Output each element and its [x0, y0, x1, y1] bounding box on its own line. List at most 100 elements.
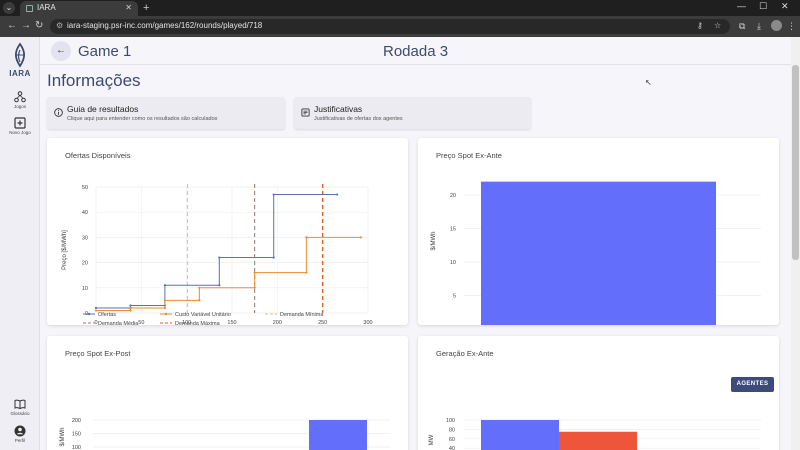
- sidebar-item-glossario[interactable]: Glossário: [0, 398, 40, 416]
- sidebar-item-label: Perfil: [14, 438, 26, 443]
- site-info-icon[interactable]: ⚙: [56, 21, 64, 30]
- bookmark-star-icon[interactable]: ☆: [714, 21, 722, 30]
- y-tick-label: 40: [82, 210, 88, 216]
- data-point: [94, 309, 98, 312]
- y-tick-label: 60: [449, 437, 455, 443]
- arrow-left-icon: ←: [56, 45, 66, 56]
- scrollbar-thumb[interactable]: [792, 65, 799, 260]
- sidebar: IARA Jogos Novo Jogo Glossário: [0, 37, 40, 450]
- data-point: [163, 284, 167, 287]
- bar: [481, 420, 559, 450]
- sidebar-item-jogos[interactable]: Jogos: [0, 91, 40, 109]
- sidebar-item-label: Glossário: [10, 411, 30, 416]
- y-axis-label: $/MWh: [60, 427, 66, 446]
- series-line: [96, 236, 361, 311]
- chart-title: Geração Ex-Ante: [436, 349, 494, 358]
- x-tick-label: 50: [138, 320, 144, 325]
- sidebar-item-perfil[interactable]: Perfil: [0, 425, 40, 443]
- chart-panel-generation-ex-ante: Geração Ex-Ante 40 60 80 100 MW: [418, 336, 779, 450]
- sidebar-item-label: Novo Jogo: [9, 130, 31, 135]
- x-tick-label: 150: [227, 320, 236, 325]
- forward-arrow-icon[interactable]: →: [21, 20, 31, 31]
- x-tick-label: 0: [94, 320, 97, 325]
- url-text: iara-staging.psr-inc.com/games/162/round…: [67, 21, 263, 30]
- x-tick-label: 250: [318, 320, 327, 325]
- extensions-icon[interactable]: ⧉: [739, 21, 746, 31]
- data-point: [336, 193, 339, 196]
- minimize-icon[interactable]: —: [737, 1, 746, 11]
- y-tick-label: 80: [449, 427, 455, 433]
- data-point: [359, 236, 362, 239]
- game-title: Game 1: [78, 43, 132, 60]
- back-button[interactable]: ←: [51, 41, 71, 61]
- y-axis-label: $/MWh: [431, 231, 437, 250]
- download-icon[interactable]: ⤓: [757, 21, 761, 31]
- logo-text: IARA: [9, 69, 31, 78]
- agents-button[interactable]: AGENTES: [731, 377, 774, 392]
- bar: [559, 431, 637, 450]
- generation-ex-ante-chart[interactable]: 40 60 80 100 MW: [418, 336, 779, 450]
- series-line: [96, 194, 338, 309]
- sidebar-item-label: Jogos: [13, 104, 26, 109]
- y-tick-label: 40: [449, 446, 455, 450]
- y-tick-label: 100: [72, 445, 81, 450]
- x-tick-label: 200: [273, 320, 282, 325]
- browser-tab[interactable]: IARA ✕: [20, 1, 138, 16]
- round-title: Rodada 3: [383, 43, 449, 60]
- offers-chart[interactable]: 01020304050050100150200250300Quantidade …: [47, 138, 408, 325]
- iara-logo[interactable]: IARA: [6, 41, 34, 81]
- app-page: IARA Jogos Novo Jogo Glossário: [0, 37, 791, 450]
- chart-title: Ofertas Disponíveis: [65, 151, 131, 160]
- y-tick-label: 20: [82, 261, 88, 267]
- spot-ex-ante-chart[interactable]: 05101520$/MWh: [418, 138, 779, 325]
- profile-avatar[interactable]: [771, 20, 782, 31]
- data-point: [272, 256, 275, 259]
- new-tab-icon[interactable]: +: [143, 2, 150, 14]
- data-point: [129, 304, 132, 307]
- tab-close-icon[interactable]: ✕: [125, 3, 132, 12]
- data-point: [305, 271, 308, 274]
- y-tick-label: 10: [450, 260, 456, 266]
- back-arrow-icon[interactable]: ←: [7, 20, 17, 31]
- maximize-icon[interactable]: ☐: [759, 1, 768, 11]
- y-tick-label: 5: [453, 294, 456, 300]
- x-tick-label: 100: [182, 320, 191, 325]
- add-box-icon: [14, 117, 26, 129]
- close-window-icon[interactable]: ✕: [781, 1, 789, 11]
- password-key-icon[interactable]: ⚷: [697, 21, 703, 30]
- card-subtitle: Clique aqui para entender como os result…: [67, 116, 218, 122]
- data-point: [163, 306, 167, 310]
- book-icon: [14, 399, 26, 410]
- tab-title: IARA: [37, 3, 56, 12]
- y-axis-label: MW: [429, 434, 435, 445]
- favicon-icon: [26, 5, 33, 12]
- y-axis-label: Preço [$/MWh]: [62, 230, 68, 270]
- page-scrollbar[interactable]: [791, 37, 800, 450]
- notes-icon: [301, 108, 310, 117]
- chart-panel-spot-ex-post: Preço Spot Ex-Post 100 150 200 $/MWh: [47, 336, 408, 450]
- justifications-card[interactable]: Justificativas Justificativas de ofertas…: [294, 97, 531, 129]
- mouse-cursor-icon: ↖: [645, 78, 652, 87]
- browser-tab-bar: ⌄ IARA ✕ + — ☐ ✕: [0, 0, 800, 16]
- page-header: ← Game 1 Rodada 3: [40, 37, 791, 65]
- address-bar[interactable]: ⚙ iara-staging.psr-inc.com/games/162/rou…: [50, 19, 730, 34]
- info-icon: [54, 108, 63, 117]
- spot-ex-post-chart[interactable]: 100 150 200 $/MWh: [47, 336, 408, 450]
- data-point: [305, 236, 308, 239]
- data-point: [94, 306, 98, 310]
- account-icon: [14, 425, 26, 437]
- tab-search-icon[interactable]: ⌄: [3, 2, 15, 14]
- data-point: [129, 309, 132, 312]
- reload-icon[interactable]: ↻: [35, 20, 44, 31]
- y-tick-label: 50: [82, 185, 88, 191]
- y-tick-label: 20: [450, 193, 456, 199]
- browser-menu-icon[interactable]: ⋮: [787, 21, 796, 31]
- y-tick-label: 100: [446, 418, 455, 424]
- bar: [481, 181, 716, 325]
- legend-label: Demanda Média: [98, 321, 139, 325]
- y-tick-label: 150: [72, 432, 81, 438]
- results-guide-card[interactable]: Guia de resultados Clique aqui para ente…: [47, 97, 285, 129]
- bar: [309, 420, 367, 450]
- y-tick-label: 10: [82, 286, 88, 292]
- sidebar-item-novo-jogo[interactable]: Novo Jogo: [0, 117, 40, 135]
